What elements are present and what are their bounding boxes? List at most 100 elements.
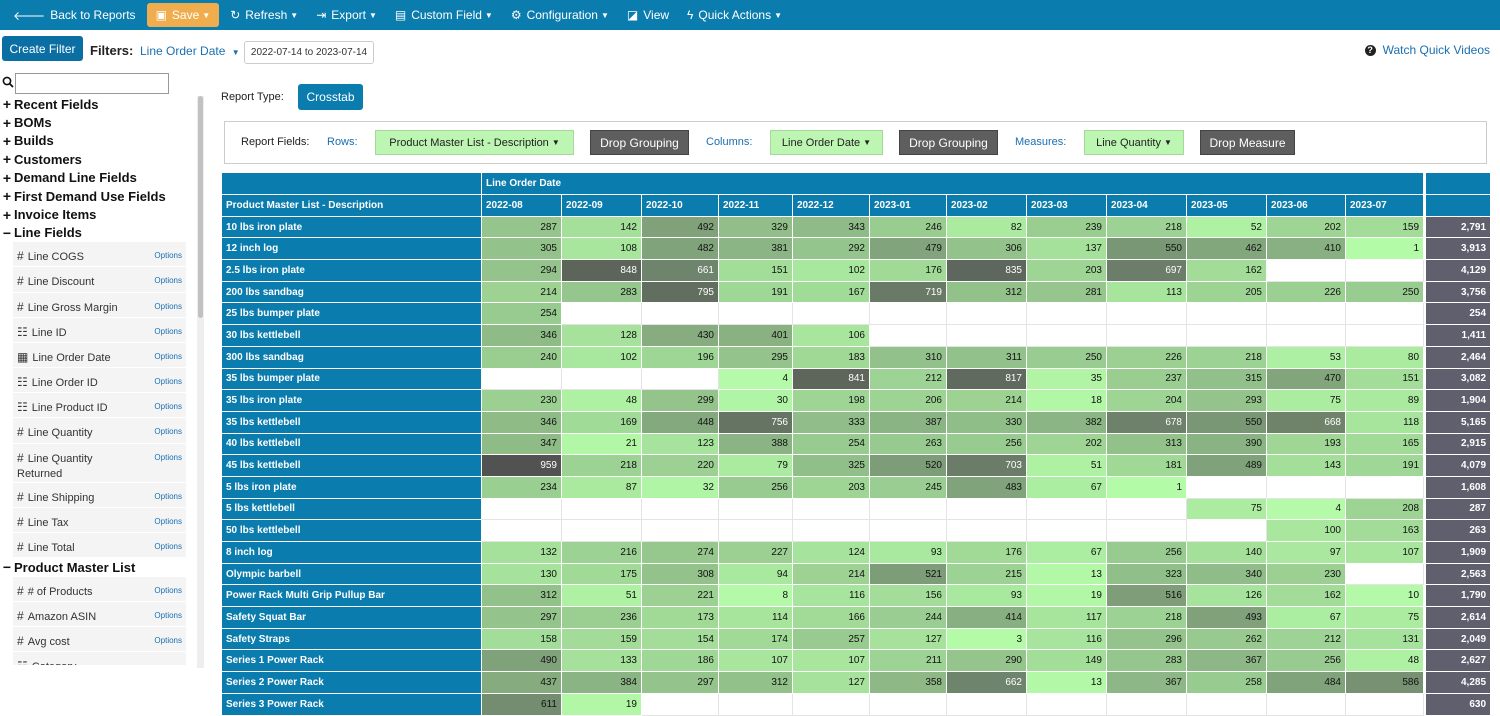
table-row: 12 inch log 305 108 482 381 292 479 306 137 550 46… <box>221 237 1492 261</box>
custom-field-button[interactable]: ▤ Custom Field ▼ <box>388 3 500 27</box>
field-item-amazon-asin[interactable]: # Amazon ASIN Options <box>13 601 186 627</box>
crosstab-cell <box>641 302 719 326</box>
crosstab-cell: 297 <box>641 671 719 694</box>
field-item-line-product-id[interactable]: ☷ Line Product ID Options <box>13 393 186 419</box>
field-item-text: Line Discount <box>27 276 95 289</box>
crosstab-cell: 216 <box>561 541 642 564</box>
drop-column-grouping-button[interactable]: Drop Grouping <box>899 130 998 155</box>
back-to-reports-button[interactable]: 🡐 Back to Reports <box>6 3 143 27</box>
field-options-link[interactable]: Options <box>154 351 182 361</box>
crosstab-cell <box>1266 475 1346 499</box>
field-item-line-discount[interactable]: # Line Discount Options <box>13 267 186 293</box>
field-item-line-quantity-returned[interactable]: # Line Quantity Returned Options <box>13 443 186 483</box>
field-item-label: ☷ Line Product ID <box>17 400 135 416</box>
field-options-link[interactable]: Options <box>154 516 182 526</box>
crosstab-cell <box>561 519 642 542</box>
field-group-invoice-items[interactable]: + Invoice Items <box>0 205 193 223</box>
field-group-product-master-list[interactable]: − Product Master List <box>0 558 193 576</box>
field-group-builds[interactable]: + Builds <box>0 132 193 150</box>
field-group-demand-line-fields[interactable]: + Demand Line Fields <box>0 169 193 187</box>
columns-field-chip[interactable]: Line Order Date ▼ <box>770 130 883 155</box>
crosstab-cell: 126 <box>1186 584 1267 608</box>
field-options-link[interactable]: Options <box>154 585 182 595</box>
field-search-input[interactable] <box>15 73 169 94</box>
field-item-line-quantity[interactable]: # Line Quantity Options <box>13 418 186 444</box>
drop-measure-button[interactable]: Drop Measure <box>1200 130 1295 155</box>
crosstab-cell: 1 <box>1344 237 1425 261</box>
field-options-link[interactable]: Options <box>154 427 182 437</box>
report-type-crosstab-button[interactable]: Crosstab <box>298 84 363 110</box>
field-item-avg-cost[interactable]: # Avg cost Options <box>13 626 186 653</box>
drop-row-grouping-button[interactable]: Drop Grouping <box>590 130 689 155</box>
field-options-link[interactable]: Options <box>154 251 182 261</box>
report-fields-label: Report Fields: <box>241 136 310 148</box>
field-item-line-total[interactable]: # Line Total Options <box>13 533 186 559</box>
crosstab-cell <box>1186 692 1267 716</box>
view-icon: ◪ <box>626 8 639 22</box>
field-item-line-tax[interactable]: # Line Tax Options <box>13 507 186 533</box>
crosstab-cell: 258 <box>1186 671 1267 694</box>
field-item-text: Category <box>32 661 77 665</box>
field-item-line-id[interactable]: ☷ Line ID Options <box>13 317 186 343</box>
crosstab-cell: 151 <box>1344 367 1425 391</box>
configuration-button[interactable]: ⚙ Configuration ▼ <box>504 3 616 27</box>
crosstab-cell: 347 <box>481 432 562 456</box>
refresh-button[interactable]: ↻ Refresh ▼ <box>223 3 305 27</box>
crosstab-cell: 230 <box>481 389 562 412</box>
field-options-link[interactable]: Options <box>154 491 182 501</box>
crosstab-cell <box>561 497 642 521</box>
field-item-line-cogs[interactable]: # Line COGS Options <box>13 242 186 268</box>
filter-field-label: Line Order Date <box>140 44 226 58</box>
export-button[interactable]: ⇥ Export ▼ <box>309 3 384 27</box>
field-options-link[interactable]: Options <box>154 326 182 336</box>
field-options-link[interactable]: Options <box>154 276 182 286</box>
table-row: 5 lbs iron plate 234 87 32 256 203 245 483 67 1 1,… <box>221 475 1492 499</box>
field-group-customers[interactable]: + Customers <box>0 150 193 168</box>
numeric-field-icon: # <box>17 299 24 314</box>
crosstab-cell <box>1106 519 1187 542</box>
crosstab-cell: 841 <box>792 367 870 391</box>
field-item-text: Amazon ASIN <box>27 610 97 623</box>
crosstab-cell <box>946 324 1027 347</box>
field-options-link[interactable]: Options <box>154 610 182 620</box>
sidebar-scrollbar[interactable] <box>197 96 204 668</box>
create-filter-button[interactable]: Create Filter <box>2 36 83 61</box>
field-item-label: ☷ Category <box>17 659 135 665</box>
crosstab-cell <box>481 497 562 521</box>
field-options-link[interactable]: Options <box>154 635 182 645</box>
crosstab-cell: 230 <box>1266 562 1346 586</box>
watch-quick-videos-link[interactable]: ? Watch Quick Videos <box>1364 43 1490 57</box>
measures-field-label: Line Quantity <box>1096 136 1161 149</box>
field-item-line-gross-margin[interactable]: # Line Gross Margin Options <box>13 292 186 318</box>
field-group-first-demand-use-fields[interactable]: + First Demand Use Fields <box>0 187 193 205</box>
crosstab-gap <box>1423 519 1426 542</box>
field-group-boms[interactable]: + BOMs <box>0 113 193 131</box>
field-options-link[interactable]: Options <box>154 301 182 311</box>
field-item-category[interactable]: ☷ Category <box>13 652 186 667</box>
date-range-filter[interactable]: 2022-07-14 to 2023-07-14 <box>244 41 374 64</box>
sidebar-scrollbar-thumb[interactable] <box>198 96 203 318</box>
field-item-line-order-date[interactable]: ▦ Line Order Date Options <box>13 342 186 369</box>
field-options-link[interactable]: Options <box>154 542 182 551</box>
measures-field-chip[interactable]: Line Quantity ▼ <box>1084 130 1184 155</box>
field-item-label: # Line Gross Margin <box>17 300 135 316</box>
field-item-line-order-id[interactable]: ☷ Line Order ID Options <box>13 368 186 394</box>
crosstab-cell: 703 <box>946 454 1027 477</box>
filter-field-dropdown[interactable]: Line Order Date ▼ <box>140 44 240 58</box>
crosstab-cell <box>1266 324 1346 347</box>
field-options-link[interactable]: Options <box>154 452 182 462</box>
field-item-line-shipping[interactable]: # Line Shipping Options <box>13 482 186 508</box>
rows-field-chip[interactable]: Product Master List - Description ▼ <box>375 130 574 155</box>
field-options-link[interactable]: Options <box>154 402 182 412</box>
field-options-link[interactable]: Options <box>154 377 182 387</box>
crosstab-cell: 13 <box>1026 671 1107 694</box>
row-total-cell: 254 <box>1425 302 1492 326</box>
field-group-recent-fields[interactable]: + Recent Fields <box>0 95 193 113</box>
field-group-line-fields[interactable]: − Line Fields <box>0 224 193 242</box>
save-button[interactable]: ▣ Save ▼ <box>146 3 220 27</box>
field-item--of-products[interactable]: # # of Products Options <box>13 576 186 602</box>
crosstab-cell: 130 <box>481 562 562 586</box>
crosstab-cell: 226 <box>1106 345 1187 369</box>
view-button[interactable]: ◪ View <box>620 3 676 27</box>
quick-actions-button[interactable]: ϟ Quick Actions ▼ <box>680 3 789 27</box>
